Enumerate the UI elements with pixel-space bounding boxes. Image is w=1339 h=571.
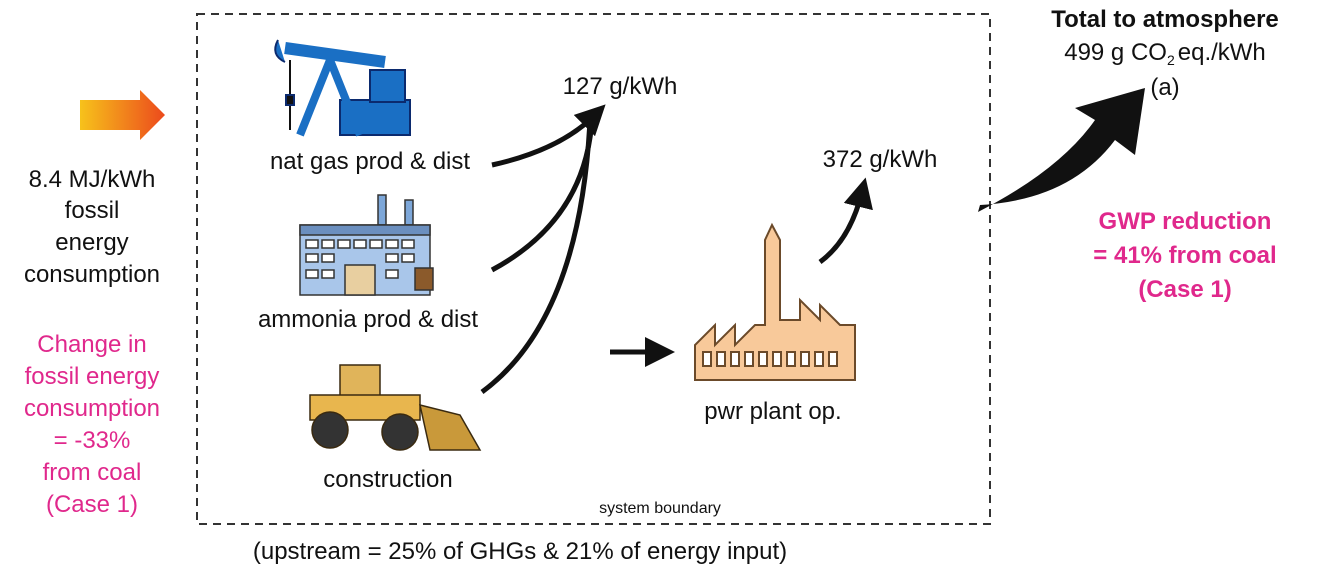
pump-jack-icon	[274, 39, 411, 137]
gwp-line: (Case 1)	[1138, 276, 1231, 303]
left-input-line: consumption	[24, 261, 160, 288]
left-change-line: consumption	[24, 395, 160, 422]
left-input-line: energy	[55, 229, 128, 256]
loader-icon	[309, 364, 482, 451]
footer-note: (upstream = 25% of GHGs & 21% of energy …	[253, 538, 787, 565]
node-label: construction	[323, 466, 452, 493]
input-arrow	[80, 90, 165, 140]
node-label: pwr plant op.	[704, 398, 841, 425]
left-change-line: from coal	[43, 459, 142, 486]
left-change-line: (Case 1)	[46, 491, 138, 518]
arrow	[490, 119, 595, 273]
total-title: Total to atmosphere	[1051, 6, 1279, 33]
left-change-line: Change in	[37, 331, 146, 358]
arrow	[480, 119, 593, 395]
system-boundary	[196, 13, 991, 525]
gwp-line: GWP reduction	[1099, 208, 1272, 235]
node-label: nat gas prod & dist	[270, 148, 470, 175]
node-label: ammonia prod & dist	[258, 306, 478, 333]
flow-arrows	[480, 104, 873, 395]
output-arrow	[978, 88, 1145, 212]
left-change-line: fossil energy	[25, 363, 160, 390]
left-input-line: 8.4 MJ/kWh	[29, 166, 156, 193]
total-value-part: 499 g CO	[1064, 39, 1167, 66]
flow-label: 127 g/kWh	[563, 73, 678, 100]
arrow	[818, 177, 873, 265]
power-plant-icon	[694, 222, 856, 381]
total-value-subscript: 2	[1167, 52, 1175, 68]
total-tag: (a)	[1150, 74, 1179, 101]
total-value-part: eq./kWh	[1178, 39, 1266, 66]
gwp-line: = 41% from coal	[1093, 242, 1276, 269]
flow-label: 372 g/kWh	[823, 146, 938, 173]
left-input-line: fossil	[65, 197, 120, 224]
total-value: 499 g CO2 eq./kWh	[1064, 39, 1266, 68]
left-change-line: = -33%	[54, 427, 131, 454]
factory-icon	[299, 194, 434, 296]
left-change: Change in fossil energy consumption = -3…	[24, 331, 160, 518]
arrow	[491, 104, 606, 168]
boundary-label: system boundary	[599, 500, 721, 517]
left-input: 8.4 MJ/kWh fossil energy consumption	[24, 166, 160, 288]
